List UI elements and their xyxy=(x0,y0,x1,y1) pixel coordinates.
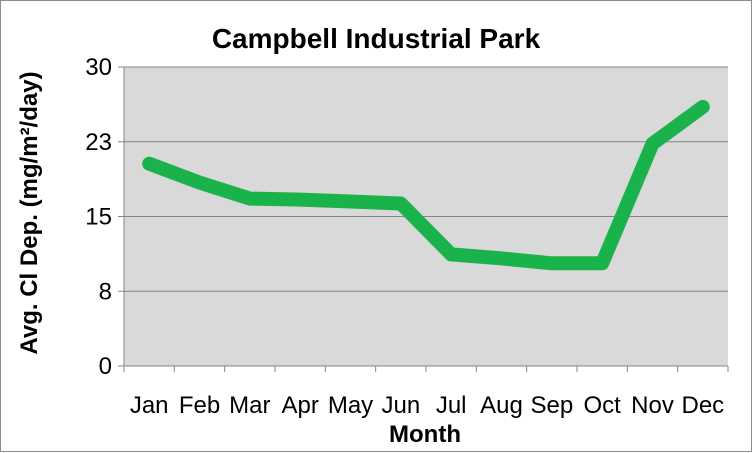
x-tick-labels: Jan Feb Mar Apr May Jun Jul Aug Sep Oct Nov Dec xyxy=(130,392,724,419)
data-point xyxy=(148,162,151,165)
data-point xyxy=(198,181,201,184)
x-tick-label: Oct xyxy=(583,392,621,419)
y-tick-label: 23 xyxy=(85,129,112,156)
data-point xyxy=(450,253,453,256)
data-point xyxy=(651,142,654,145)
data-point xyxy=(550,262,553,265)
x-tick-label: Dec xyxy=(681,392,724,419)
series-lines xyxy=(142,99,710,271)
x-tick-label: Jul xyxy=(436,392,467,419)
x-tick-label: May xyxy=(328,392,373,419)
data-point xyxy=(701,105,704,108)
y-tick-labels: 0 8 15 23 30 xyxy=(85,54,112,380)
y-tick-label: 15 xyxy=(85,204,112,231)
data-point xyxy=(601,262,604,265)
series-line xyxy=(142,99,710,271)
x-tick-marks xyxy=(123,366,729,372)
x-tick-label: Aug xyxy=(480,392,523,419)
x-tick-label: Apr xyxy=(281,392,318,419)
x-tick-label: Jan xyxy=(130,392,169,419)
x-tick-label: Sep xyxy=(530,392,573,419)
data-point xyxy=(248,197,251,200)
data-point xyxy=(500,257,503,260)
data-point xyxy=(399,202,402,205)
gridlines xyxy=(118,66,728,367)
y-tick-label: 30 xyxy=(85,54,112,81)
data-point xyxy=(299,198,302,201)
x-tick-label: Feb xyxy=(179,392,220,419)
x-axis-title: Month xyxy=(389,421,461,448)
data-point xyxy=(349,200,352,203)
y-tick-label: 0 xyxy=(99,353,112,380)
y-axis-title: Avg. Cl Dep. (mg/m²/day) xyxy=(16,71,43,354)
x-tick-label: Mar xyxy=(229,392,270,419)
x-tick-label: Nov xyxy=(631,392,674,419)
chart-title: Campbell Industrial Park xyxy=(212,23,541,54)
x-tick-label: Jun xyxy=(381,392,420,419)
y-tick-label: 8 xyxy=(99,278,112,305)
